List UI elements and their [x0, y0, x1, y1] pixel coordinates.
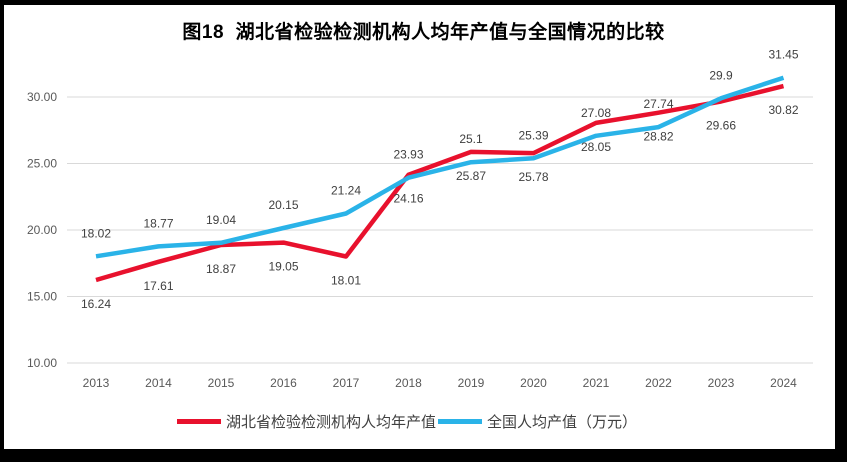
legend-label-national: 全国人均产值（万元）	[487, 413, 638, 431]
legend-item-hubei: 湖北省检验检测机构人均年产值	[177, 411, 436, 432]
legend-label-hubei: 湖北省检验检测机构人均年产值	[226, 413, 437, 431]
legend-line-marker-blue-icon	[438, 418, 483, 424]
chart-legend: 湖北省检验检测机构人均年产值 全国人均产值（万元）	[177, 411, 637, 432]
legend-item-national: 全国人均产值（万元）	[438, 411, 637, 432]
chart-title: 图18 湖北省检验检测机构人均年产值与全国情况的比较	[182, 22, 665, 43]
chart-canvas	[4, 5, 835, 449]
legend-line-marker-red-icon	[177, 418, 221, 424]
